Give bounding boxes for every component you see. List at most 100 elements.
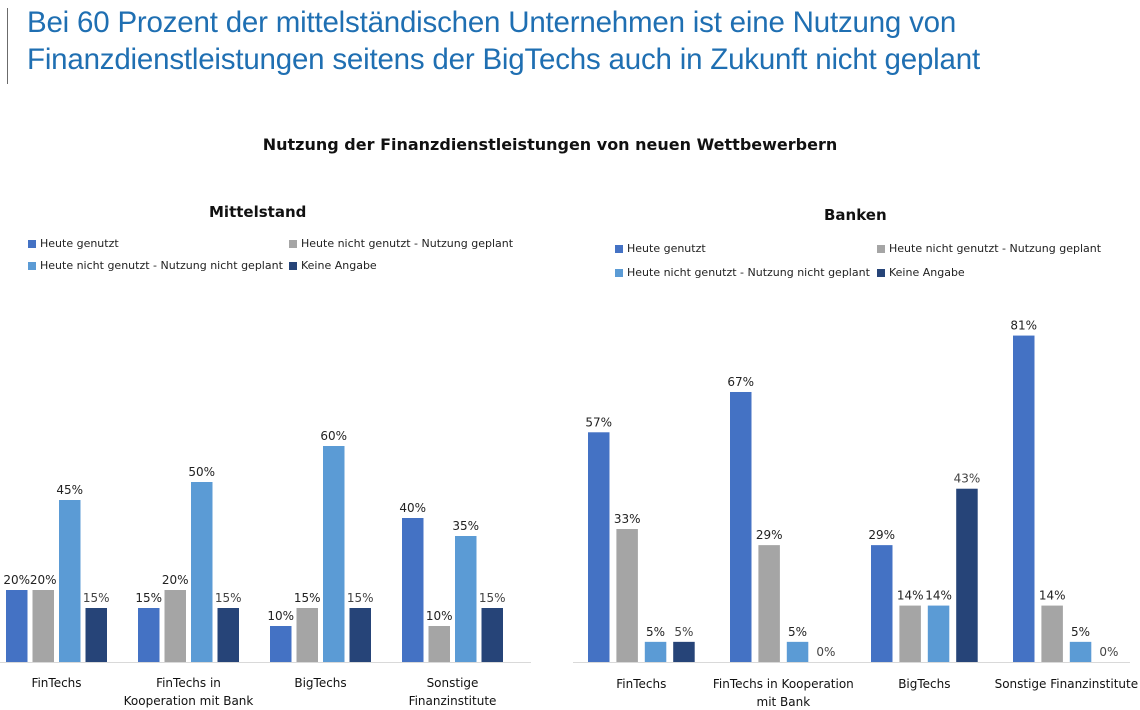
legend-swatch bbox=[289, 261, 297, 270]
bar bbox=[455, 536, 477, 662]
data-label: 81% bbox=[1010, 319, 1037, 333]
bar bbox=[296, 608, 318, 662]
bar bbox=[428, 626, 450, 662]
data-label: 14% bbox=[1039, 589, 1066, 603]
bar bbox=[644, 641, 667, 662]
bar bbox=[59, 500, 81, 662]
bar bbox=[85, 608, 107, 662]
legend-swatch bbox=[877, 268, 885, 277]
bar bbox=[871, 545, 893, 662]
headline-line-1: Bei 60 Prozent der mittelständischen Unt… bbox=[27, 6, 957, 39]
data-label: 15% bbox=[479, 591, 506, 605]
legend-label: Keine Angabe bbox=[889, 266, 965, 279]
legend-item-keine-angabe: Keine Angabe bbox=[289, 259, 377, 272]
legend-label: Heute genutzt bbox=[627, 242, 706, 255]
legend-mittelstand: Heute genutzt Heute nicht genutzt - Nutz… bbox=[28, 237, 548, 277]
data-label: 5% bbox=[1071, 625, 1090, 639]
bar bbox=[402, 518, 424, 662]
data-label: 14% bbox=[897, 589, 924, 603]
legend-swatch bbox=[877, 244, 885, 253]
data-label: 15% bbox=[294, 591, 321, 605]
legend-label: Heute nicht genutzt - Nutzung geplant bbox=[889, 242, 1102, 255]
chart-panel-banken: Banken Heute genutzt Heute nicht genutzt… bbox=[560, 0, 1140, 710]
bar bbox=[730, 391, 752, 662]
legend-item-nutzung-nicht-geplant: Heute nicht genutzt - Nutzung nicht gepl… bbox=[615, 266, 870, 279]
data-label: 45% bbox=[56, 483, 83, 497]
data-label: 33% bbox=[614, 512, 641, 526]
data-label: 20% bbox=[3, 573, 30, 587]
headline-line-2: Finanzdienstleistungen seitens der BigTe… bbox=[27, 43, 980, 76]
legend-label: Heute nicht genutzt - Nutzung nicht gepl… bbox=[40, 259, 283, 272]
bar bbox=[1069, 641, 1092, 662]
data-label: 10% bbox=[267, 609, 294, 623]
chart-title: Nutzung der Finanzdienstleistungen von n… bbox=[262, 135, 838, 154]
bar bbox=[758, 545, 780, 662]
category-label: Finanzinstitute bbox=[409, 694, 497, 708]
data-label: 43% bbox=[954, 472, 981, 486]
bar bbox=[673, 641, 695, 662]
category-label: Sonstige Finanzinstitute bbox=[995, 677, 1139, 691]
data-label: 14% bbox=[925, 589, 952, 603]
bar bbox=[191, 482, 213, 662]
bar bbox=[1013, 335, 1035, 662]
bar bbox=[217, 608, 239, 662]
data-label: 5% bbox=[646, 625, 665, 639]
legend-label: Heute nicht genutzt - Nutzung geplant bbox=[301, 237, 514, 250]
data-label: 67% bbox=[727, 375, 754, 389]
legend-swatch bbox=[615, 268, 623, 277]
data-label: 15% bbox=[83, 591, 110, 605]
data-label: 50% bbox=[188, 465, 215, 479]
legend-label: Heute genutzt bbox=[40, 237, 119, 250]
bar bbox=[6, 590, 28, 662]
accent-bar bbox=[7, 8, 8, 84]
data-label: 35% bbox=[452, 519, 479, 533]
data-label: 60% bbox=[320, 429, 347, 443]
category-label: BigTechs bbox=[294, 676, 346, 690]
category-label: FinTechs bbox=[616, 677, 666, 691]
bar bbox=[138, 608, 160, 662]
legend-swatch bbox=[289, 239, 297, 248]
legend-label: Keine Angabe bbox=[301, 259, 377, 272]
bar bbox=[927, 605, 950, 662]
data-label: 0% bbox=[816, 645, 835, 659]
bar bbox=[349, 608, 371, 662]
data-label: 40% bbox=[399, 501, 426, 515]
chart-panel-mittelstand: Mittelstand Heute genutzt Heute nicht ge… bbox=[0, 0, 560, 710]
data-label: 15% bbox=[215, 591, 242, 605]
legend-swatch bbox=[28, 261, 36, 270]
headline: Bei 60 Prozent der mittelständischen Unt… bbox=[27, 4, 1127, 78]
category-label: FinTechs in Kooperation bbox=[713, 677, 854, 691]
legend-label: Heute nicht genutzt - Nutzung nicht gepl… bbox=[627, 266, 870, 279]
data-label: 29% bbox=[868, 528, 895, 542]
legend-item-nutzung-geplant: Heute nicht genutzt - Nutzung geplant bbox=[289, 237, 513, 250]
data-label: 57% bbox=[585, 415, 612, 429]
panel-title-banken: Banken bbox=[824, 206, 887, 224]
bar bbox=[956, 488, 978, 662]
category-label: Sonstige bbox=[427, 676, 479, 690]
legend-item-heute-genutzt: Heute genutzt bbox=[28, 237, 119, 250]
category-label: BigTechs bbox=[898, 677, 950, 691]
category-label: Kooperation mit Bank bbox=[124, 694, 254, 708]
legend-item-nutzung-geplant: Heute nicht genutzt - Nutzung geplant bbox=[877, 242, 1101, 255]
data-label: 15% bbox=[347, 591, 374, 605]
bar bbox=[786, 641, 809, 662]
data-label: 15% bbox=[135, 591, 162, 605]
data-label: 29% bbox=[756, 528, 783, 542]
bar bbox=[32, 590, 54, 662]
legend-item-heute-genutzt: Heute genutzt bbox=[615, 242, 706, 255]
data-label: 0% bbox=[1099, 645, 1118, 659]
data-label: 10% bbox=[426, 609, 453, 623]
bar bbox=[481, 608, 503, 662]
bar bbox=[588, 432, 610, 662]
bar bbox=[164, 590, 186, 662]
data-label: 5% bbox=[788, 625, 807, 639]
legend-item-nutzung-nicht-geplant: Heute nicht genutzt - Nutzung nicht gepl… bbox=[28, 259, 283, 272]
bar bbox=[616, 529, 638, 662]
panel-title-mittelstand: Mittelstand bbox=[209, 203, 307, 221]
data-label: 20% bbox=[162, 573, 189, 587]
bar bbox=[323, 446, 345, 662]
bar bbox=[899, 605, 921, 662]
legend-banken: Heute genutzt Heute nicht genutzt - Nutz… bbox=[615, 242, 1135, 282]
data-label: 20% bbox=[30, 573, 57, 587]
